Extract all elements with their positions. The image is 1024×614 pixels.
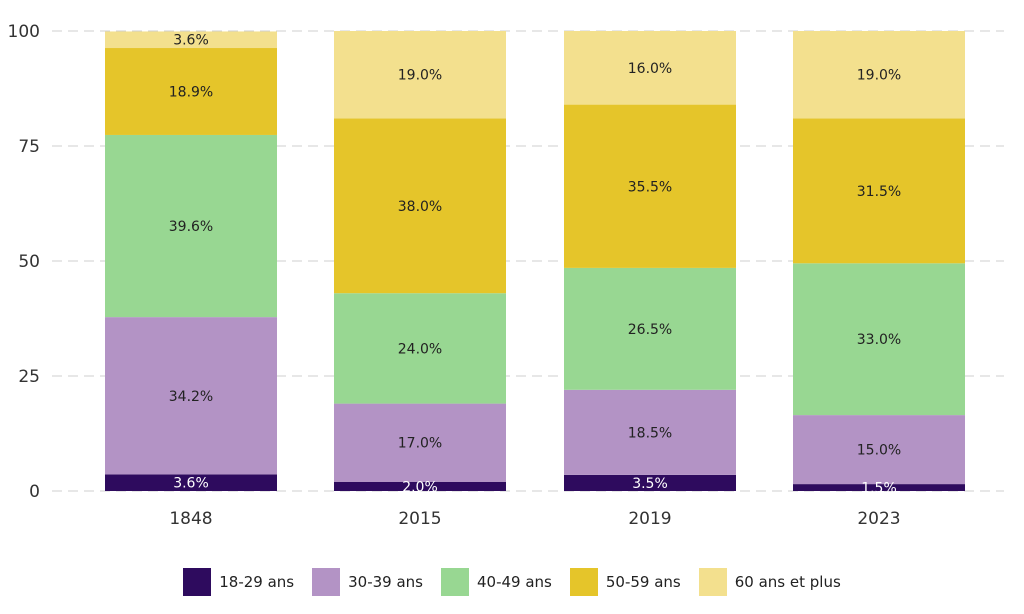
y-tick-label: 0	[29, 482, 40, 502]
bar-segment	[105, 31, 277, 49]
bar-segment	[793, 263, 965, 416]
y-tick-label: 100	[8, 22, 40, 42]
legend-label: 30-39 ans	[348, 573, 423, 591]
y-axis: 0 25 50 75 100	[8, 22, 40, 502]
legend-label: 40-49 ans	[476, 573, 552, 591]
legend-item: 50-59 ans	[569, 568, 681, 596]
bar-segment	[334, 118, 506, 294]
data-label: 39.6%	[169, 219, 213, 235]
bar-segment	[334, 403, 506, 482]
data-label: 26.5%	[628, 322, 672, 338]
legend-item: 30-39 ans	[312, 568, 423, 596]
x-tick-label: 2015	[398, 509, 441, 529]
data-labels: 3.6% 34.2% 39.6% 18.9% 3.6% 2.0% 17.0% 24.0% 38.…	[169, 33, 901, 497]
legend-swatch	[698, 568, 727, 596]
data-label: 17.0%	[398, 436, 442, 452]
bar-segment	[105, 474, 277, 491]
legend: 18-29 ans 30-39 ans 40-49 ans 50-59 ans 60 a…	[0, 564, 1024, 600]
data-label: 24.0%	[398, 341, 442, 357]
bar-segment	[564, 389, 736, 475]
bar-segment	[334, 293, 506, 404]
data-label: 18.5%	[628, 425, 672, 441]
x-tick-label: 2023	[857, 509, 900, 529]
bars	[105, 31, 965, 491]
x-tick-label: 2019	[628, 509, 671, 529]
data-label: 31.5%	[857, 184, 901, 200]
data-label: 3.6%	[173, 33, 209, 49]
bar-segment	[564, 104, 736, 268]
legend-item: 40-49 ans	[440, 568, 552, 596]
data-label: 15.0%	[857, 443, 901, 459]
bar-segment	[793, 118, 965, 264]
legend-label: 18-29 ans	[219, 573, 295, 591]
data-label: 2.0%	[402, 479, 438, 495]
x-tick-label: 1848	[169, 509, 212, 529]
legend-swatch	[183, 568, 212, 596]
data-label: 19.0%	[857, 68, 901, 84]
y-tick-label: 25	[18, 367, 40, 387]
y-tick-label: 50	[18, 252, 40, 272]
bar-segment	[564, 31, 736, 105]
legend-item: 18-29 ans	[183, 568, 294, 596]
bar-segment	[105, 317, 277, 475]
bar-segment	[564, 267, 736, 390]
data-label: 1.5%	[861, 481, 897, 497]
legend-label: 50-59 ans	[605, 573, 681, 591]
legend-swatch	[440, 568, 469, 596]
data-label: 38.0%	[398, 199, 442, 215]
data-label: 18.9%	[169, 84, 213, 100]
stacked-bar-chart: 3.6% 34.2% 39.6% 18.9% 3.6% 2.0% 17.0% 24.0% 38.…	[8, 22, 1004, 529]
y-tick-label: 75	[18, 137, 40, 157]
data-label: 16.0%	[628, 61, 672, 77]
data-label: 3.5%	[632, 476, 668, 492]
data-label: 34.2%	[169, 389, 213, 405]
data-label: 19.0%	[398, 68, 442, 84]
data-label: 3.6%	[173, 476, 209, 492]
bar-segment	[105, 48, 277, 135]
legend-label: 60 ans et plus	[734, 573, 841, 591]
bar-segment	[793, 415, 965, 485]
data-label: 35.5%	[628, 179, 672, 195]
bar-segment	[793, 484, 965, 491]
bar-segment	[334, 31, 506, 119]
legend-swatch	[569, 568, 598, 596]
bar-segment	[793, 31, 965, 119]
bar-segment	[564, 474, 736, 491]
legend-swatch	[312, 568, 341, 596]
bar-segment	[334, 481, 506, 491]
x-axis: 1848 2015 2019 2023	[169, 509, 900, 529]
legend-item: 60 ans et plus	[698, 568, 841, 596]
bar-segment	[105, 134, 277, 318]
data-label: 33.0%	[857, 332, 901, 348]
